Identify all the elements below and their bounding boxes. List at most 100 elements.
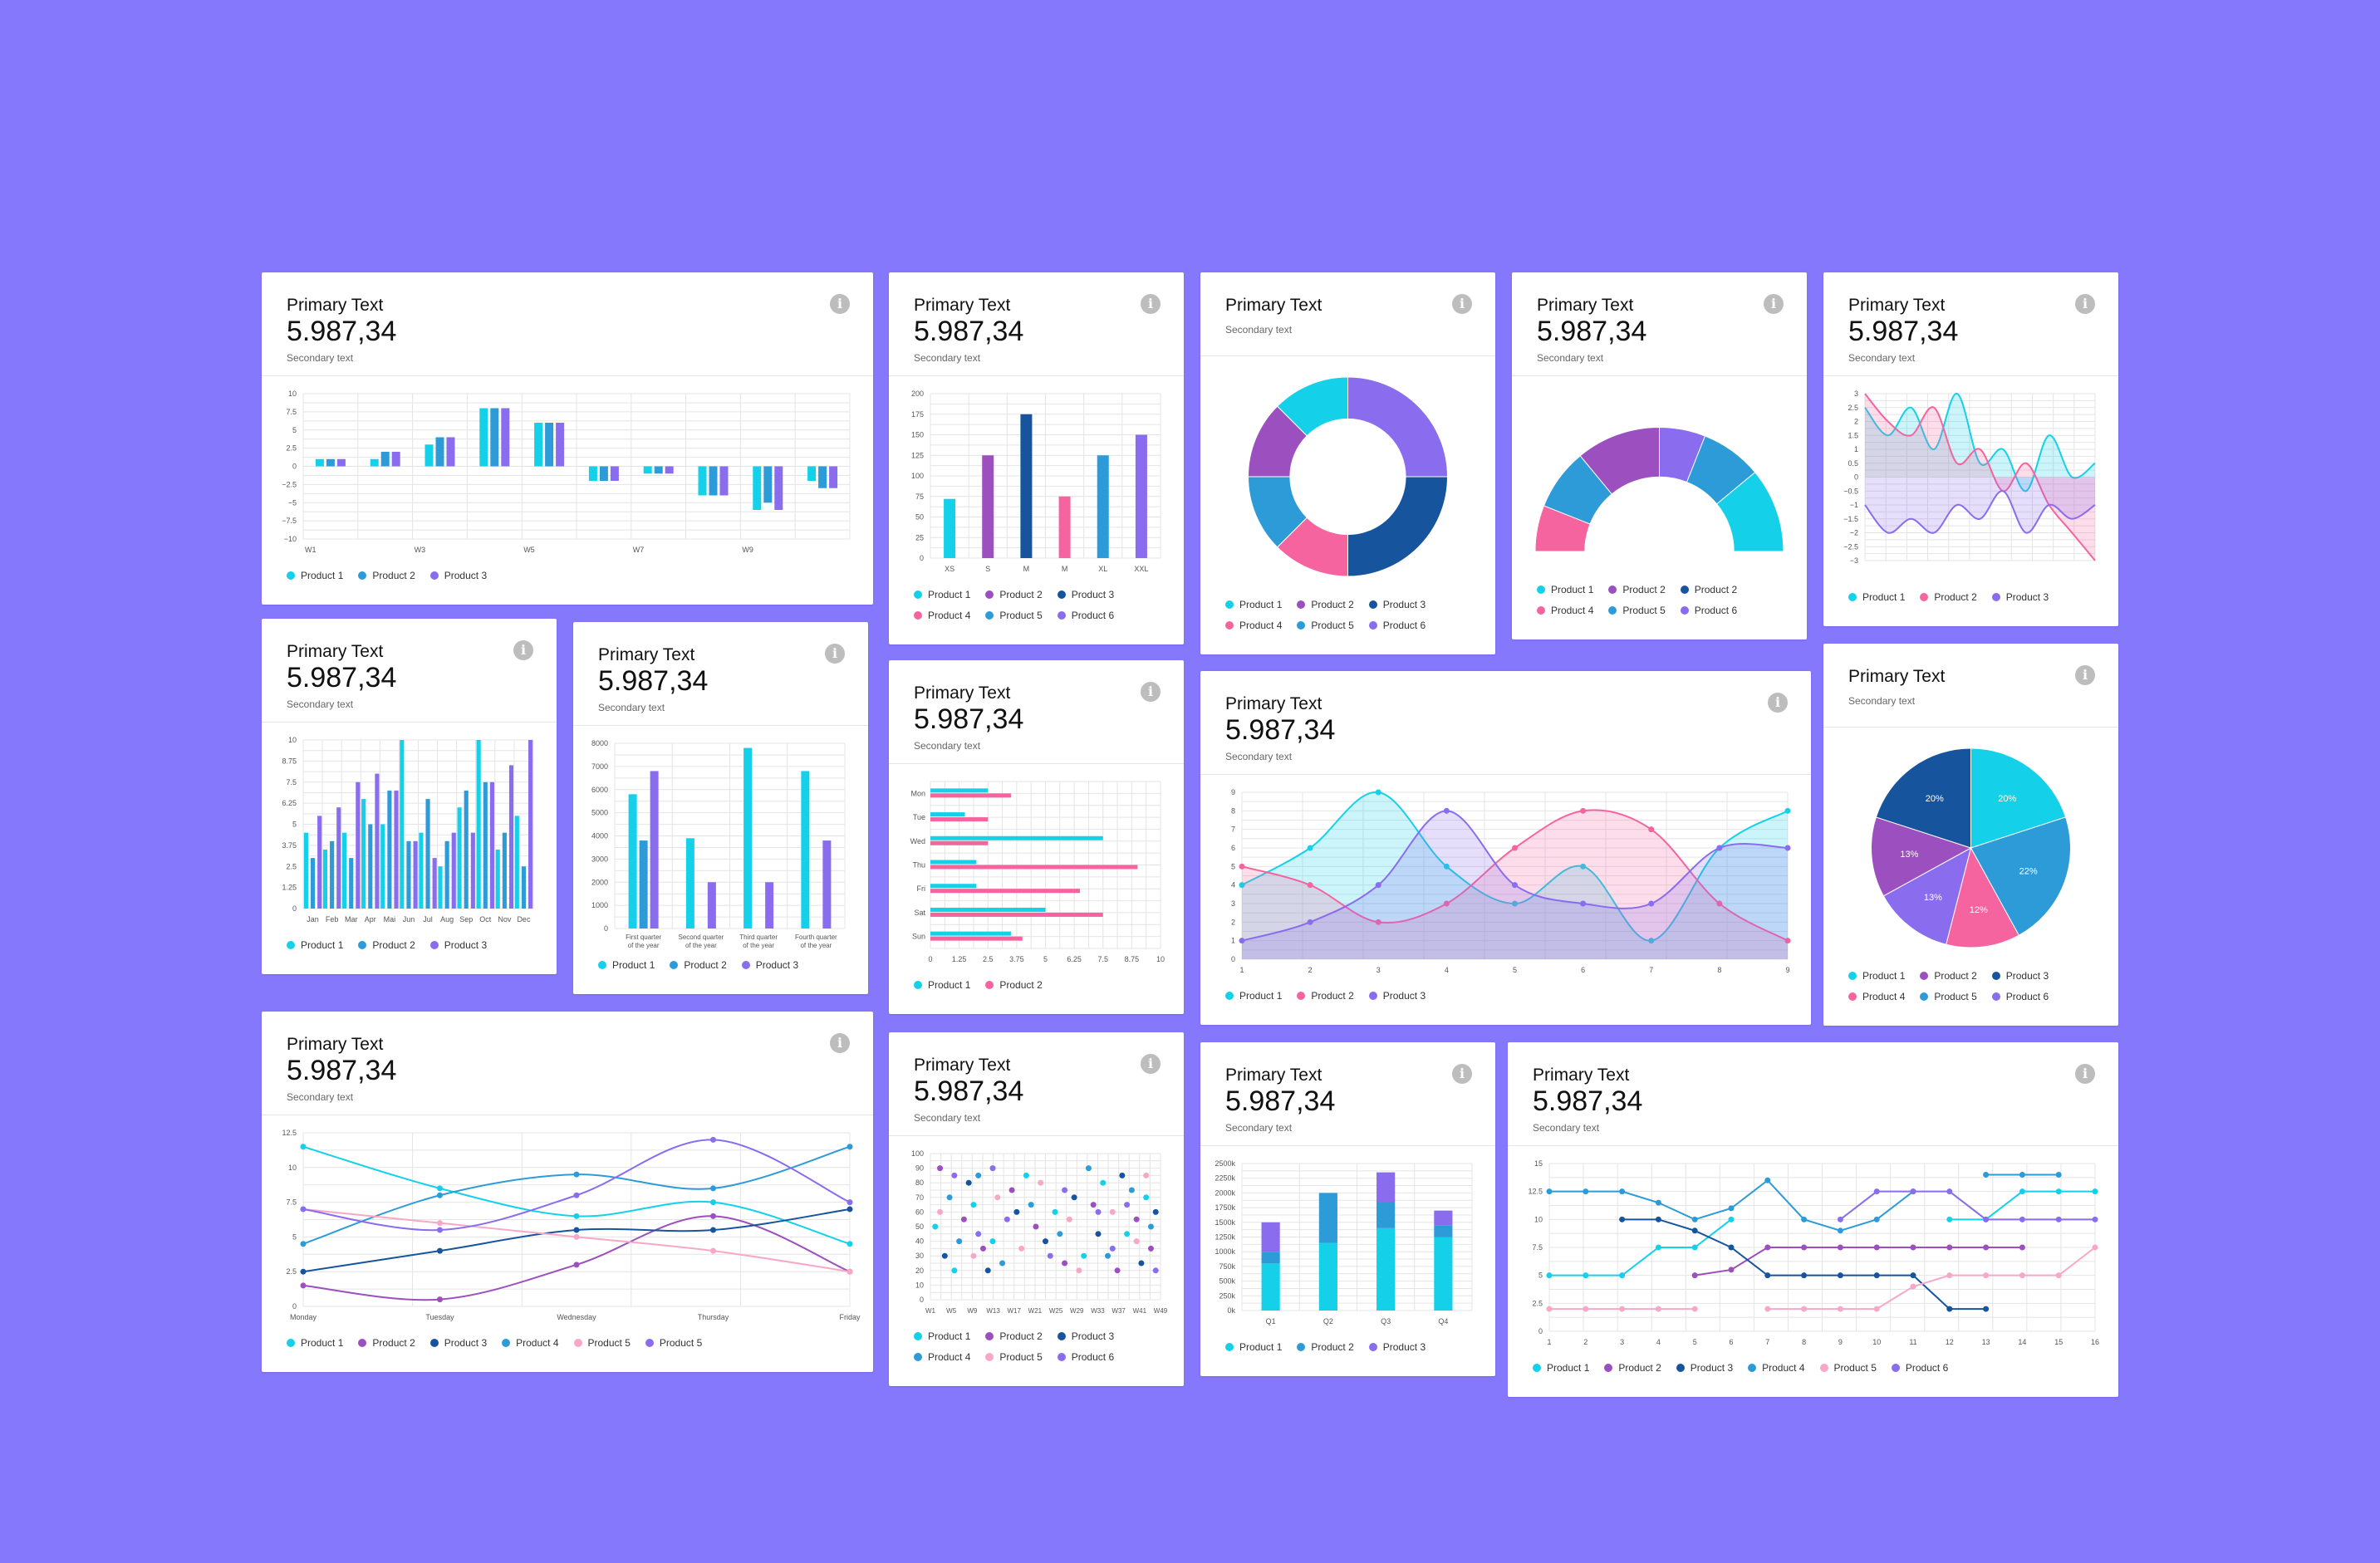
slice-product-3[interactable] xyxy=(1347,476,1449,577)
legend-item[interactable]: Product 4 xyxy=(1537,600,1593,621)
data-point[interactable] xyxy=(1784,938,1791,944)
scatter-point[interactable] xyxy=(975,1172,982,1178)
info-icon[interactable]: i xyxy=(830,294,850,314)
scatter-point[interactable] xyxy=(1033,1223,1039,1230)
data-point[interactable] xyxy=(437,1296,443,1303)
bar[interactable] xyxy=(419,832,424,909)
legend-item[interactable]: Product 1 xyxy=(1537,580,1593,600)
data-point[interactable] xyxy=(1580,900,1587,907)
scatter-point[interactable] xyxy=(1124,1202,1131,1208)
legend-item[interactable]: Product 3 xyxy=(429,566,487,586)
scatter-point[interactable] xyxy=(941,1252,948,1259)
bar-segment[interactable] xyxy=(1434,1210,1453,1226)
bar[interactable] xyxy=(470,832,475,909)
bar[interactable] xyxy=(534,423,543,467)
slice-product-1[interactable] xyxy=(1276,376,1348,437)
scatter-point[interactable] xyxy=(1152,1208,1159,1215)
legend-item[interactable]: Product 3 xyxy=(1676,1358,1733,1379)
data-point[interactable] xyxy=(300,1282,307,1289)
series-line[interactable] xyxy=(1839,1190,2095,1221)
legend-item[interactable]: Product 1 xyxy=(1225,595,1282,615)
scatter-point[interactable] xyxy=(937,1165,944,1172)
bar[interactable] xyxy=(930,931,1011,936)
scatter-point[interactable] xyxy=(1143,1194,1150,1201)
scatter-point[interactable] xyxy=(975,1231,982,1237)
data-point[interactable] xyxy=(2092,1244,2098,1251)
data-point[interactable] xyxy=(1801,1272,1808,1279)
scatter-point[interactable] xyxy=(1109,1245,1116,1252)
data-point[interactable] xyxy=(1946,1216,1953,1222)
bar[interactable] xyxy=(514,816,519,909)
data-point[interactable] xyxy=(710,1227,716,1233)
legend-item[interactable]: Product 6 xyxy=(1368,615,1426,636)
data-point[interactable] xyxy=(1307,882,1313,889)
bar[interactable] xyxy=(545,423,554,467)
bar[interactable] xyxy=(464,790,469,909)
legend-item[interactable]: Product 1 xyxy=(1848,966,1905,987)
data-point[interactable] xyxy=(1655,1199,1661,1206)
slice-product-6[interactable] xyxy=(1882,847,1972,945)
info-icon[interactable]: i xyxy=(513,640,533,660)
legend-item[interactable]: Product 3 xyxy=(429,1333,487,1354)
bar[interactable] xyxy=(375,773,380,909)
scatter-point[interactable] xyxy=(984,1267,991,1274)
data-point[interactable] xyxy=(300,1268,307,1275)
data-point[interactable] xyxy=(1443,900,1450,907)
data-point[interactable] xyxy=(1619,1272,1626,1279)
data-point[interactable] xyxy=(2055,1171,2062,1178)
bar[interactable] xyxy=(326,458,335,467)
scatter-point[interactable] xyxy=(1052,1208,1058,1215)
data-point[interactable] xyxy=(573,1192,580,1198)
bar[interactable] xyxy=(330,840,335,909)
series-line[interactable] xyxy=(1864,490,2096,534)
bar[interactable] xyxy=(336,807,341,909)
series-line[interactable] xyxy=(1695,1247,2023,1276)
bar[interactable] xyxy=(982,455,994,558)
legend-item[interactable]: Product 4 xyxy=(914,605,970,626)
bar[interactable] xyxy=(801,771,810,928)
scatter-point[interactable] xyxy=(1095,1231,1102,1237)
bar[interactable] xyxy=(685,838,694,928)
bar[interactable] xyxy=(356,782,361,909)
scatter-point[interactable] xyxy=(1066,1216,1072,1222)
bar[interactable] xyxy=(322,849,328,909)
data-point[interactable] xyxy=(1583,1188,1589,1195)
scatter-point[interactable] xyxy=(1090,1202,1097,1208)
bar[interactable] xyxy=(743,747,753,928)
info-icon[interactable]: i xyxy=(1141,294,1161,314)
info-icon[interactable]: i xyxy=(1141,1054,1161,1074)
bar[interactable] xyxy=(479,408,488,467)
scatter-point[interactable] xyxy=(1133,1216,1140,1222)
bar[interactable] xyxy=(930,840,989,845)
scatter-point[interactable] xyxy=(1152,1267,1159,1274)
bar[interactable] xyxy=(930,884,977,889)
info-icon[interactable]: i xyxy=(1764,294,1784,314)
data-point[interactable] xyxy=(1946,1272,1953,1279)
legend-item[interactable]: Product 6 xyxy=(1680,600,1737,621)
legend-item[interactable]: Product 1 xyxy=(1533,1358,1589,1379)
bar[interactable] xyxy=(394,790,399,909)
data-point[interactable] xyxy=(1580,807,1587,814)
scatter-point[interactable] xyxy=(999,1260,1006,1267)
legend-item[interactable]: Product 3 xyxy=(1057,585,1114,605)
scatter-point[interactable] xyxy=(937,1208,944,1215)
data-point[interactable] xyxy=(1910,1188,1916,1195)
scatter-point[interactable] xyxy=(960,1216,967,1222)
data-point[interactable] xyxy=(1946,1306,1953,1312)
data-point[interactable] xyxy=(573,1233,580,1240)
legend-item[interactable]: Product 2 xyxy=(1608,580,1666,600)
bar[interactable] xyxy=(930,817,989,822)
data-point[interactable] xyxy=(300,1144,307,1150)
bar[interactable] xyxy=(765,882,774,928)
scatter-point[interactable] xyxy=(970,1202,977,1208)
info-icon[interactable]: i xyxy=(825,644,845,664)
data-point[interactable] xyxy=(1801,1216,1808,1222)
bar[interactable] xyxy=(599,466,608,482)
legend-item[interactable]: Product 5 xyxy=(985,1347,1043,1368)
bar[interactable] xyxy=(774,466,783,511)
data-point[interactable] xyxy=(1728,1216,1735,1222)
data-point[interactable] xyxy=(1512,845,1518,851)
bar[interactable] xyxy=(521,866,527,909)
data-point[interactable] xyxy=(2019,1188,2025,1195)
data-point[interactable] xyxy=(1655,1306,1661,1312)
